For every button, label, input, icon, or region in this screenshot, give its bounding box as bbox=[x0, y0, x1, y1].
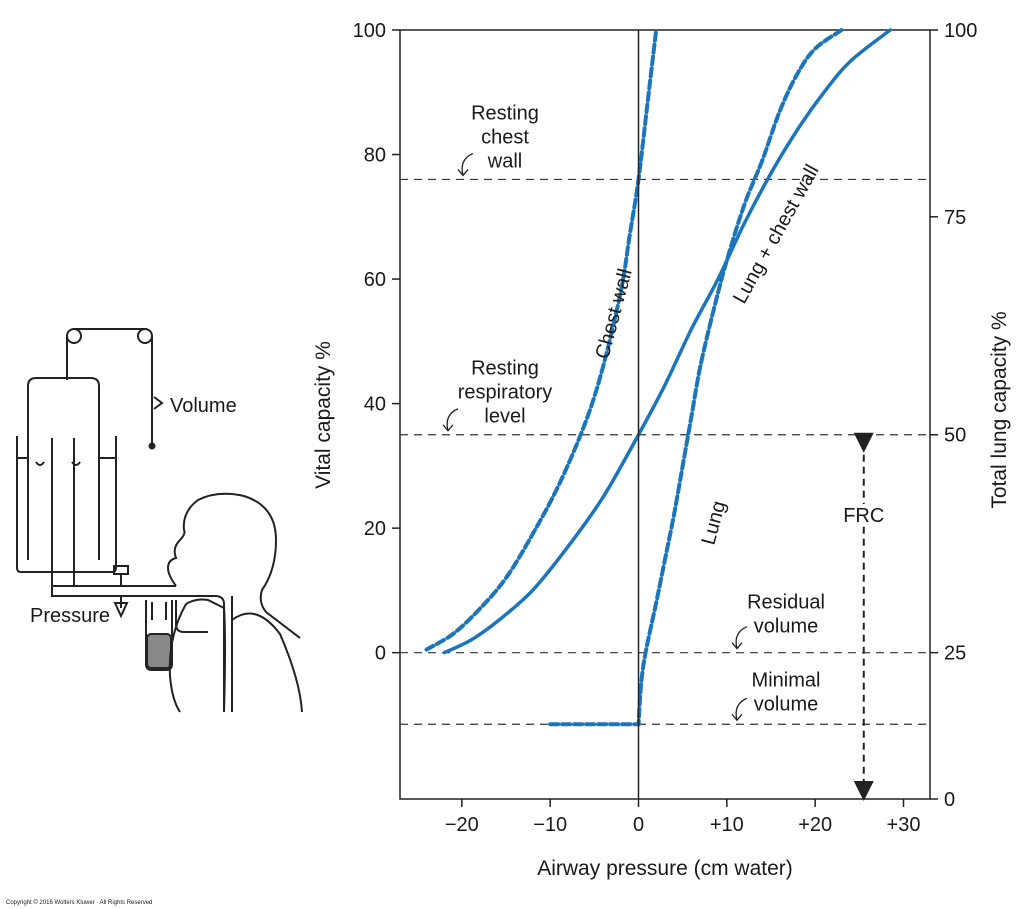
y2-axis-ticks: 0 25 50 75 100 bbox=[930, 20, 977, 811]
pointer-arrowhead bbox=[731, 642, 743, 650]
x-tick-label: −10 bbox=[533, 814, 567, 836]
copyright-notice: Copyright © 2016 Wolters Kluwer · All Ri… bbox=[6, 899, 152, 906]
reference-label-line: volume bbox=[754, 693, 818, 715]
pointer-arrow bbox=[446, 408, 459, 431]
y-tick-label: 20 bbox=[364, 518, 386, 540]
y-axis-label: Vital capacity % bbox=[312, 341, 335, 489]
reference-label-line: Minimal bbox=[752, 669, 821, 691]
pointer-arrow bbox=[735, 697, 748, 721]
y-tick-label: 60 bbox=[364, 269, 386, 291]
reference-lines bbox=[400, 178, 930, 725]
x-axis-label: Airway pressure (cm water) bbox=[537, 857, 793, 880]
x-axis-ticks: −20 −10 0 +10 +20 +30 bbox=[445, 799, 921, 836]
lung-curve bbox=[548, 28, 844, 727]
y-tick-label: 40 bbox=[364, 394, 386, 416]
chest-wall-curve bbox=[424, 28, 659, 652]
x-tick-label: −20 bbox=[445, 814, 479, 836]
spirometer-apparatus bbox=[16, 328, 303, 713]
y-axis-ticks: 0 20 40 60 80 100 bbox=[353, 20, 400, 665]
reference-label-line: chest bbox=[481, 126, 529, 148]
volume-label: Volume bbox=[170, 395, 237, 417]
reference-label-line: respiratory bbox=[458, 382, 552, 404]
reference-label-line: wall bbox=[487, 150, 522, 172]
pressure-label: Pressure bbox=[30, 605, 110, 627]
y-tick-label: 100 bbox=[353, 20, 386, 42]
x-tick-label: +30 bbox=[887, 814, 921, 836]
reference-label-line: Resting bbox=[471, 102, 539, 124]
y2-tick-label: 100 bbox=[944, 20, 977, 42]
pointer-arrow bbox=[461, 152, 474, 176]
y-tick-label: 0 bbox=[375, 643, 386, 665]
y2-tick-label: 50 bbox=[944, 425, 966, 447]
x-tick-label: +20 bbox=[798, 814, 832, 836]
x-tick-label: 0 bbox=[633, 814, 644, 836]
y2-tick-label: 25 bbox=[944, 643, 966, 665]
reference-label-line: volume bbox=[754, 616, 818, 638]
pointer-arrowhead bbox=[731, 713, 743, 722]
chart: RestingchestwallRestingrespiratorylevelR… bbox=[312, 20, 1011, 880]
x-tick-label: +10 bbox=[710, 814, 744, 836]
plot-frame bbox=[399, 29, 931, 800]
lung-curve-label: Lung bbox=[698, 499, 731, 548]
y-tick-label: 80 bbox=[364, 145, 386, 167]
pointer-arrowhead bbox=[442, 424, 454, 432]
y2-axis-label: Total lung capacity % bbox=[988, 311, 1011, 508]
reference-label-line: level bbox=[484, 406, 525, 428]
lung-chest-wall-curve bbox=[442, 28, 892, 655]
reference-label-line: Residual bbox=[747, 592, 825, 614]
y2-tick-label: 75 bbox=[944, 207, 966, 229]
pointer-arrowhead bbox=[457, 169, 469, 177]
reference-label-line: Resting bbox=[471, 358, 539, 380]
y2-tick-label: 0 bbox=[944, 789, 955, 811]
pointer-arrow bbox=[735, 626, 748, 649]
chest-wall-curve-label: Chest wall bbox=[592, 266, 637, 361]
reference-labels: RestingchestwallRestingrespiratorylevelR… bbox=[442, 102, 825, 722]
lung-chest-wall-curve-label: Lung + chest wall bbox=[729, 161, 823, 307]
frc-label: FRC bbox=[843, 505, 884, 527]
